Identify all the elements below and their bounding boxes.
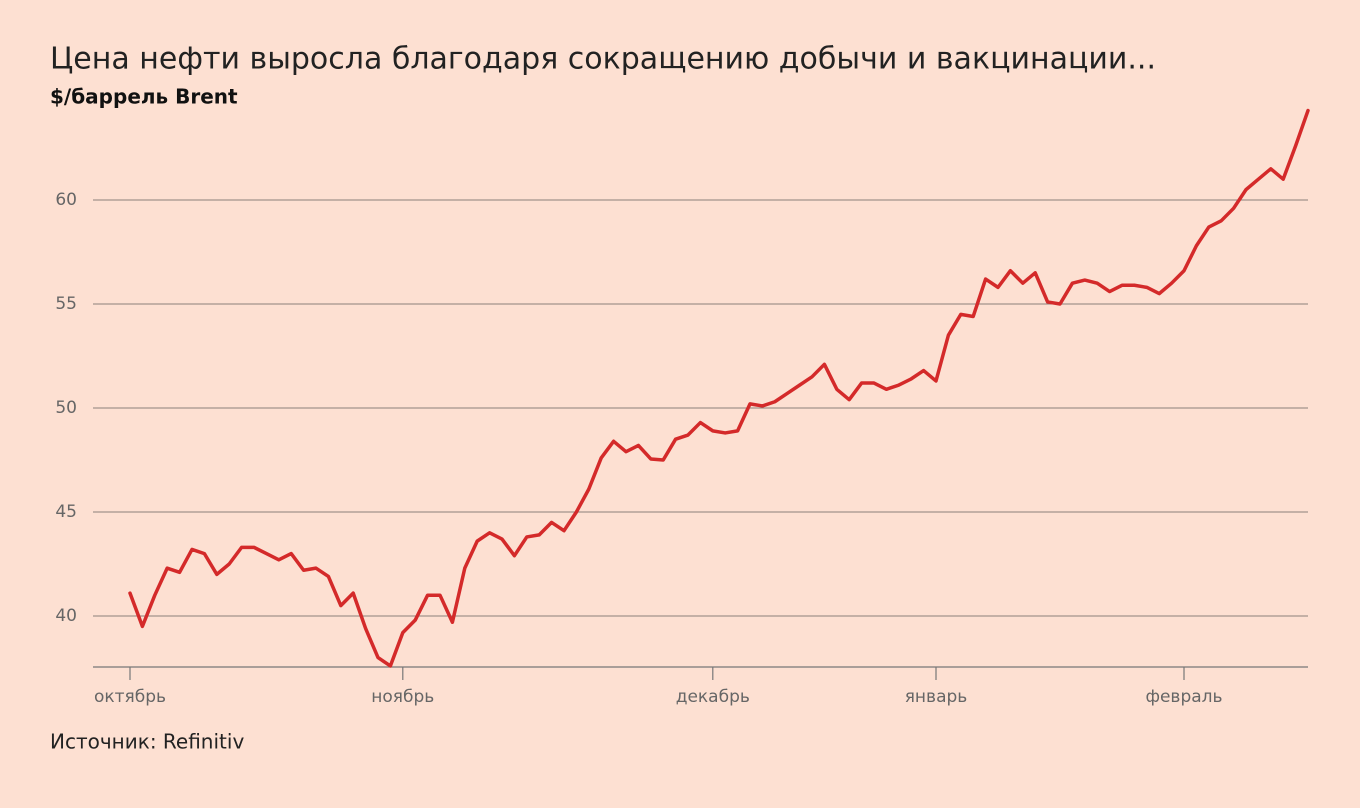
x-tick-label: январь [905, 687, 968, 707]
x-tick-label: февраль [1145, 687, 1222, 707]
y-tick-label: 50 [55, 398, 77, 418]
subtitle: $/баррель Brent [50, 85, 238, 109]
y-tick-label: 45 [55, 502, 77, 522]
line [128, 108, 1310, 668]
x-tick-label: декабрь [676, 687, 750, 707]
y-tick-label: 55 [55, 294, 77, 314]
y-tick-label: 40 [55, 606, 77, 626]
x-tick-label: октябрь [94, 687, 166, 707]
chart-title: Цена нефти выросла благодаря сокращению … [50, 42, 1156, 77]
x-tick-label: ноябрь [371, 687, 434, 707]
y-tick-label: 60 [55, 190, 77, 210]
source: Источник: Refinitiv [50, 730, 244, 754]
